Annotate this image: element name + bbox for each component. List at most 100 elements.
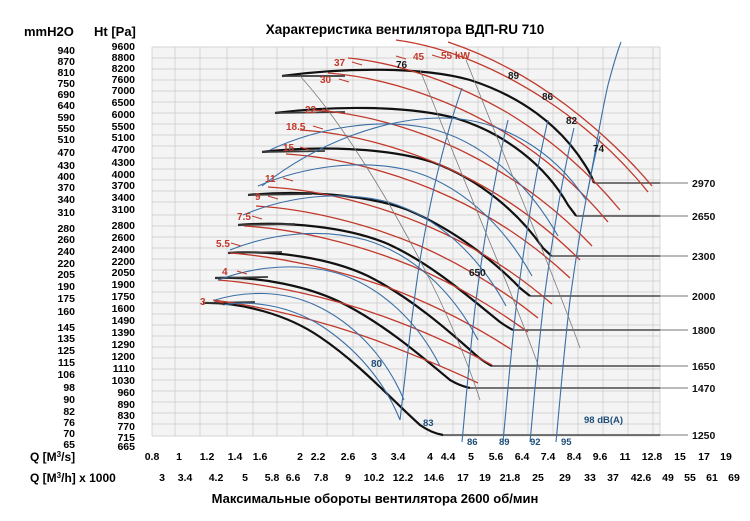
y-tick-mmH2O: 205 (57, 269, 75, 281)
y-tick-mmH2O: 750 (57, 78, 75, 90)
x-tick-m3h: 49 (662, 472, 674, 484)
x-tick-m3s: 15 (674, 451, 686, 463)
rpm-label-1800: 1800 (692, 325, 716, 337)
power-label-15: 15 (283, 143, 295, 154)
y-tick-mmH2O: 470 (57, 147, 75, 159)
x-tick-m3s: 11 (619, 451, 630, 463)
power-label-leaders (213, 54, 443, 304)
rpm-labels: 2970 2650 2300 2000 1800 1650 1470 1250 (692, 178, 716, 442)
footer-note: Максимальные обороты вентилятора 2600 об… (212, 491, 539, 506)
page-title: Характеристика вентилятора ВДП-RU 710 (266, 22, 545, 37)
x-tick-m3h: 61 (706, 472, 718, 484)
y-tick-mmH2O: 280 (57, 223, 75, 235)
y-tick-pa: 7000 (112, 85, 136, 97)
x-tick-m3h: 25 (532, 472, 544, 484)
y-tick-mmH2O: 340 (57, 194, 75, 206)
axis-label-q-m3s: Q [M3/s] (30, 450, 75, 464)
x-tick-m3h: 17 (457, 472, 469, 484)
y-tick-mmH2O: 82 (63, 406, 75, 418)
noise-label-83: 83 (423, 418, 434, 429)
y-tick-mmH2O: 870 (57, 56, 75, 68)
y-tick-pa: 3700 (112, 180, 136, 192)
unit-header-mmH2O: mmH2O (24, 24, 74, 39)
y-tick-mmH2O: 260 (57, 234, 75, 246)
rpm-label-1650: 1650 (692, 361, 716, 373)
x-tick-m3s: 19 (720, 451, 732, 463)
y-tick-mmH2O: 240 (57, 246, 75, 258)
power-label-45: 45 (413, 52, 425, 63)
x-tick-m3h: 4.2 (209, 472, 224, 484)
y-tick-mmH2O: 98 (63, 382, 75, 394)
x-tick-m3h: 33 (584, 472, 596, 484)
x-tick-m3s: 12.8 (642, 451, 663, 463)
y-tick-pa: 1290 (112, 339, 136, 351)
y-tick-pa: 665 (117, 441, 135, 453)
x-tick-m3s: 17 (698, 451, 710, 463)
y-tick-pa: 1030 (112, 375, 136, 387)
y-tick-mmH2O: 400 (57, 171, 75, 183)
efficiency-label-74: 74 (593, 144, 605, 155)
x-tick-m3s: 2.6 (341, 451, 356, 463)
y-tick-pa: 2200 (112, 256, 136, 268)
y-tick-pa: 5500 (112, 121, 136, 133)
noise-curves (214, 41, 622, 443)
y-tick-mmH2O: 220 (57, 258, 75, 270)
x-tick-m3s: 1.6 (253, 451, 268, 463)
axis-label-q-m3h: Q [M3/h] x 1000 (30, 471, 116, 485)
rpm-label-leaders (660, 182, 688, 436)
x-tick-m3s: 7.4 (541, 451, 556, 463)
y-tick-pa: 1200 (112, 351, 136, 363)
x-tick-m3h: 21.8 (500, 472, 521, 484)
efficiency-label-82: 82 (566, 116, 578, 127)
left-axis-Pa-values: 9600 8800 8200 7600 7000 6500 6000 5500 … (112, 41, 136, 453)
x-tick-m3s: 5.6 (489, 451, 504, 463)
noise-label-92: 92 (530, 437, 541, 448)
x-tick-m3h: 42.6 (631, 472, 652, 484)
y-tick-pa: 715 (117, 432, 135, 444)
y-tick-mmH2O: 430 (57, 160, 75, 172)
power-label-18-5: 18.5 (286, 122, 306, 133)
y-tick-pa: 1600 (112, 303, 136, 315)
power-label-7-5: 7.5 (237, 212, 251, 223)
x-tick-m3h: 5 (242, 472, 248, 484)
x-tick-m3s: 6.4 (515, 451, 530, 463)
power-label-4: 4 (222, 267, 228, 278)
power-label-3: 3 (200, 297, 206, 308)
y-tick-pa: 6500 (112, 97, 136, 109)
y-tick-mmH2O: 310 (57, 207, 75, 219)
x-tick-m3s: 4 (427, 451, 433, 463)
static-pressure-label-650: 650 (469, 268, 486, 279)
efficiency-labels: 74 76 80 82 86 89 (371, 60, 605, 370)
noise-label-89: 89 (499, 437, 510, 448)
y-tick-mmH2O: 160 (57, 306, 75, 318)
x-tick-m3s: 2 (297, 451, 303, 463)
y-tick-pa: 4000 (112, 169, 136, 181)
x-tick-m3s: 3.4 (391, 451, 406, 463)
y-tick-mmH2O: 65 (63, 439, 75, 451)
y-tick-pa: 2600 (112, 232, 136, 244)
y-tick-pa: 2800 (112, 220, 136, 232)
y-tick-pa: 890 (117, 399, 135, 411)
noise-label-95: 95 (561, 437, 572, 448)
y-tick-pa: 1900 (112, 279, 136, 291)
y-tick-mmH2O: 125 (57, 345, 75, 357)
y-tick-pa: 7600 (112, 74, 136, 86)
y-tick-pa: 4700 (112, 144, 136, 156)
efficiency-label-86: 86 (542, 92, 554, 103)
power-label-30: 30 (320, 75, 332, 86)
efficiency-label-80: 80 (371, 359, 383, 370)
rpm-label-2300: 2300 (692, 251, 716, 263)
y-tick-mmH2O: 190 (57, 281, 75, 293)
y-tick-pa: 3100 (112, 204, 136, 216)
x-tick-m3h: 3.4 (178, 472, 193, 484)
x-tick-m3s: 1.2 (200, 451, 215, 463)
x-tick-m3s: 0.8 (145, 451, 160, 463)
y-tick-mmH2O: 590 (57, 112, 75, 124)
left-axis-mmH2O-values: 940 870 810 750 690 640 590 550 510 470 … (57, 45, 75, 451)
rpm-curves (443, 182, 660, 436)
power-label-9: 9 (255, 192, 261, 203)
y-tick-mmH2O: 106 (57, 369, 75, 381)
x-tick-m3s: 5 (468, 451, 474, 463)
y-tick-mmH2O: 145 (57, 322, 75, 334)
